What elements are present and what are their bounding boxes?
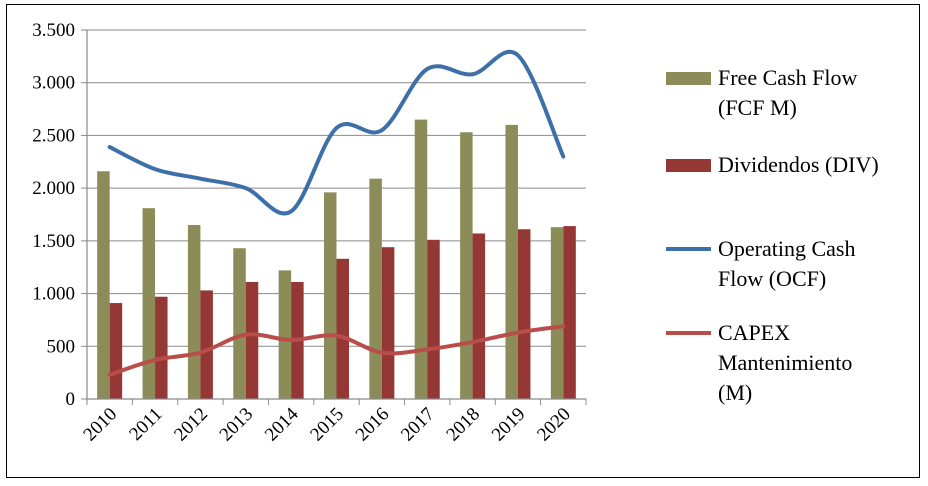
bar [460,132,473,399]
bar [142,208,156,399]
y-tick-label: 1.500 [32,231,75,252]
x-tick-label: 2014 [261,403,303,445]
legend-label: (M) [718,380,752,405]
bar [336,258,349,399]
bar [550,227,564,399]
legend-item: Free Cash Flow (FCF M) [666,65,857,120]
bar [233,248,246,399]
bar [472,233,486,399]
legend-label: Free Cash Flow [718,65,857,90]
legend-label: CAPEX [718,320,790,345]
y-tick-label: 3.500 [32,20,75,41]
legend-item: CAPEX Mantenimiento (M) [666,320,852,405]
lines [107,49,566,377]
legend-swatch [666,159,711,172]
bar [369,178,382,399]
y-tick-label: 0 [66,389,76,410]
bar [517,229,531,399]
series-line [107,49,566,216]
x-tick-label: 2011 [125,404,166,445]
x-tick-label: 2013 [216,404,258,446]
legend-item: Dividendos (DIV) [666,152,879,177]
y-tick-label: 1.000 [32,284,75,305]
bar [187,225,201,399]
x-tick-label: 2010 [79,404,121,446]
x-tick-label: 2020 [533,404,575,446]
legend-label: Flow (OCF) [718,266,826,291]
x-tick-label: 2018 [442,404,484,446]
y-tick-label: 2.000 [32,178,75,199]
series-line [107,324,566,377]
bar [505,124,518,399]
bar [381,247,395,399]
axes [81,29,587,405]
x-tick-labels: 2010 2011 2012 2013 2014 2015 2016 2017 2018 2019… [79,403,574,445]
bar [245,281,259,399]
legend-item: Operating Cash Flow (OCF) [666,236,855,291]
bar [563,226,576,399]
legend-swatch [666,72,711,85]
x-tick-label: 2015 [306,404,348,446]
bar [414,119,428,399]
bar [200,290,213,399]
legend-label: Dividendos (DIV) [718,152,879,177]
bar [324,192,337,399]
legend-label: (FCF M) [718,95,797,120]
gridlines [87,29,586,347]
y-tick-labels: 0 500 1.000 1.500 2.000 2.500 3.000 3.500 [32,20,75,410]
legend-label: Operating Cash [718,236,855,261]
x-tick-label: 2017 [397,404,439,446]
legend-label: Mantenimiento [718,350,852,375]
bar [427,239,440,399]
bars [97,119,576,399]
bar [155,296,168,399]
x-tick-label: 2012 [170,404,212,446]
y-tick-label: 3.000 [32,73,75,94]
x-tick-label: 2019 [488,404,530,446]
bar [278,270,292,399]
legend: Free Cash Flow (FCF M) Dividendos (DIV) Ope… [666,65,879,405]
x-tick-label: 2016 [352,404,394,446]
y-tick-label: 2.500 [32,125,75,146]
y-tick-label: 500 [47,336,76,357]
bar [97,171,110,399]
bar [109,303,123,399]
